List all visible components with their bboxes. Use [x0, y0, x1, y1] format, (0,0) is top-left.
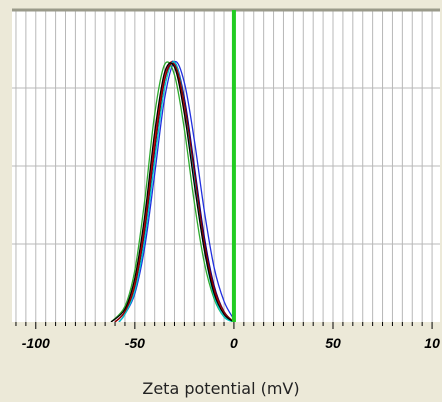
- x-tick-label: -100: [22, 335, 50, 351]
- series-line-7: [110, 62, 235, 323]
- x-axis-band: [12, 322, 440, 326]
- series-line-5: [118, 61, 235, 323]
- grid: [12, 10, 440, 322]
- x-tick-label: 50: [325, 335, 341, 351]
- x-tick-label: -50: [125, 335, 145, 351]
- series-group: [110, 60, 235, 323]
- x-axis-title: Zeta potential (mV): [142, 379, 300, 398]
- series-line-6: [114, 62, 235, 323]
- x-axis: -100 -50 0 50 10: [12, 322, 440, 351]
- series-line-4: [110, 61, 235, 323]
- x-tick-label: 10: [424, 335, 440, 351]
- x-tick-label: 0: [230, 335, 238, 351]
